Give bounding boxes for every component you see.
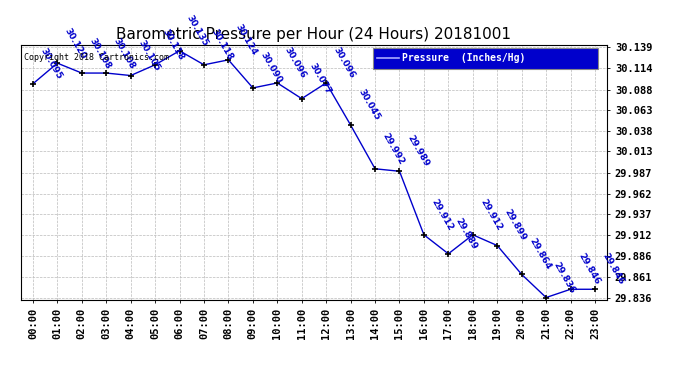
Text: 30.105: 30.105 — [136, 39, 161, 73]
Text: 30.095: 30.095 — [39, 46, 63, 81]
Text: Copyright 2018 Cartronics.com: Copyright 2018 Cartronics.com — [23, 53, 168, 62]
Text: Pressure  (Inches/Hg): Pressure (Inches/Hg) — [402, 53, 525, 63]
Text: 29.889: 29.889 — [454, 216, 479, 251]
Text: 30.090: 30.090 — [259, 51, 284, 85]
Text: 30.118: 30.118 — [210, 28, 235, 62]
Title: Barometric Pressure per Hour (24 Hours) 20181001: Barometric Pressure per Hour (24 Hours) … — [117, 27, 511, 42]
Text: 29.912: 29.912 — [429, 197, 455, 232]
Text: 30.096: 30.096 — [332, 46, 357, 80]
Text: 29.846: 29.846 — [600, 252, 626, 286]
Text: 29.836: 29.836 — [552, 260, 577, 295]
Text: 30.135: 30.135 — [185, 13, 210, 48]
Text: 29.989: 29.989 — [405, 134, 431, 168]
Text: 30.108: 30.108 — [88, 36, 112, 70]
Text: 29.899: 29.899 — [503, 208, 528, 243]
Text: 30.077: 30.077 — [307, 62, 333, 96]
Text: 30.124: 30.124 — [234, 22, 259, 57]
Text: 30.045: 30.045 — [356, 88, 381, 122]
Text: 29.912: 29.912 — [478, 197, 504, 232]
Text: 30.096: 30.096 — [283, 46, 308, 80]
Text: 29.992: 29.992 — [381, 131, 406, 166]
Text: 30.118: 30.118 — [161, 28, 186, 62]
Text: 29.864: 29.864 — [527, 237, 553, 272]
Text: 30.120: 30.120 — [63, 26, 88, 60]
Text: 29.846: 29.846 — [576, 252, 601, 286]
FancyBboxPatch shape — [373, 48, 598, 69]
Text: 30.108: 30.108 — [112, 36, 137, 70]
